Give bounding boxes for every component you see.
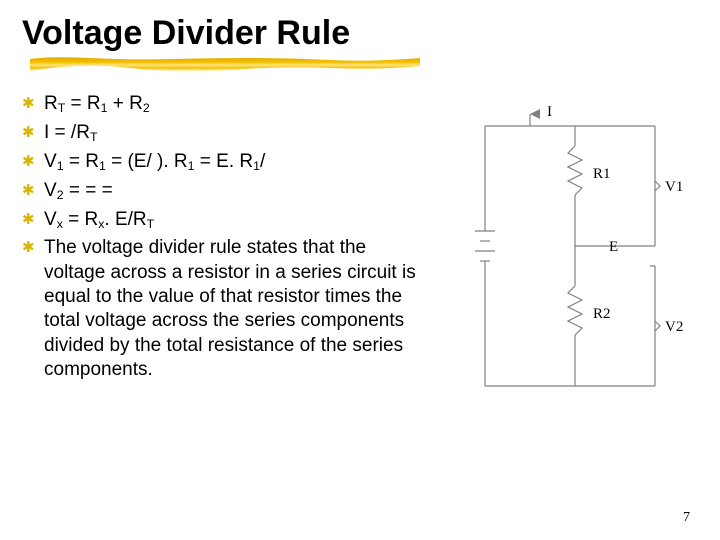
bullet-text: The voltage divider rule states that the… — [44, 236, 432, 382]
slide-title: Voltage Divider Rule — [22, 14, 350, 53]
bullet-text: Vx = Rx. E/RT — [44, 208, 432, 233]
bullet-item: ✱ V2 = = = — [22, 179, 432, 204]
bullet-text: RT = R1 + R2 — [44, 92, 432, 117]
bullet-item: ✱ I = /RT — [22, 121, 432, 146]
bullet-text: V2 = = = — [44, 179, 432, 204]
bullet-item: ✱ RT = R1 + R2 — [22, 92, 432, 117]
bullet-text: I = /RT — [44, 121, 432, 146]
bullet-text: V1 = R1 = (E/ ). R1 = E. R1/ — [44, 150, 432, 175]
label-V1: V1 — [665, 179, 683, 195]
bullet-item: ✱ V1 = R1 = (E/ ). R1 = E. R1/ — [22, 150, 432, 175]
title-underline-stripe — [30, 56, 420, 74]
bullet-item: ✱ The voltage divider rule states that t… — [22, 236, 432, 382]
slide: Voltage Divider Rule ✱ RT = R1 + R2 ✱ I … — [0, 0, 720, 540]
bullet-item: ✱ Vx = Rx. E/RT — [22, 208, 432, 233]
label-E: E — [609, 239, 618, 255]
label-I: I — [547, 104, 552, 120]
content-area: ✱ RT = R1 + R2 ✱ I = /RT ✱ V1 = R1 = (E/… — [22, 92, 432, 386]
label-R1: R1 — [593, 166, 611, 182]
bullet-icon: ✱ — [22, 181, 38, 200]
page-number: 7 — [683, 510, 690, 526]
bullet-icon: ✱ — [22, 238, 38, 257]
bullet-icon: ✱ — [22, 94, 38, 113]
bullet-icon: ✱ — [22, 123, 38, 142]
label-R2: R2 — [593, 306, 611, 322]
bullet-icon: ✱ — [22, 210, 38, 229]
bullet-icon: ✱ — [22, 152, 38, 171]
circuit-diagram: I R1 V1 E R2 V2 — [455, 86, 690, 416]
label-V2: V2 — [665, 319, 683, 335]
